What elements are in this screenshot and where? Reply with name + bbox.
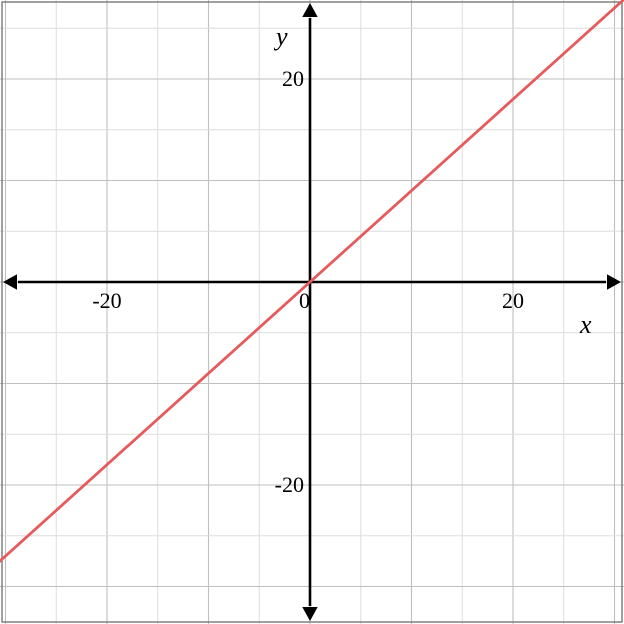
x-axis-label: x: [580, 310, 592, 340]
y-axis-label: y: [276, 22, 288, 52]
tick-label-y-20: 20: [258, 66, 304, 92]
tick-label-x-20: 20: [491, 288, 535, 314]
plot-area: -20 0 20 20 -20 y x: [0, 0, 624, 624]
tick-label-x-0: 0: [292, 288, 310, 314]
tick-label-y--20: -20: [258, 472, 304, 498]
tick-label-x--20: -20: [85, 288, 129, 314]
